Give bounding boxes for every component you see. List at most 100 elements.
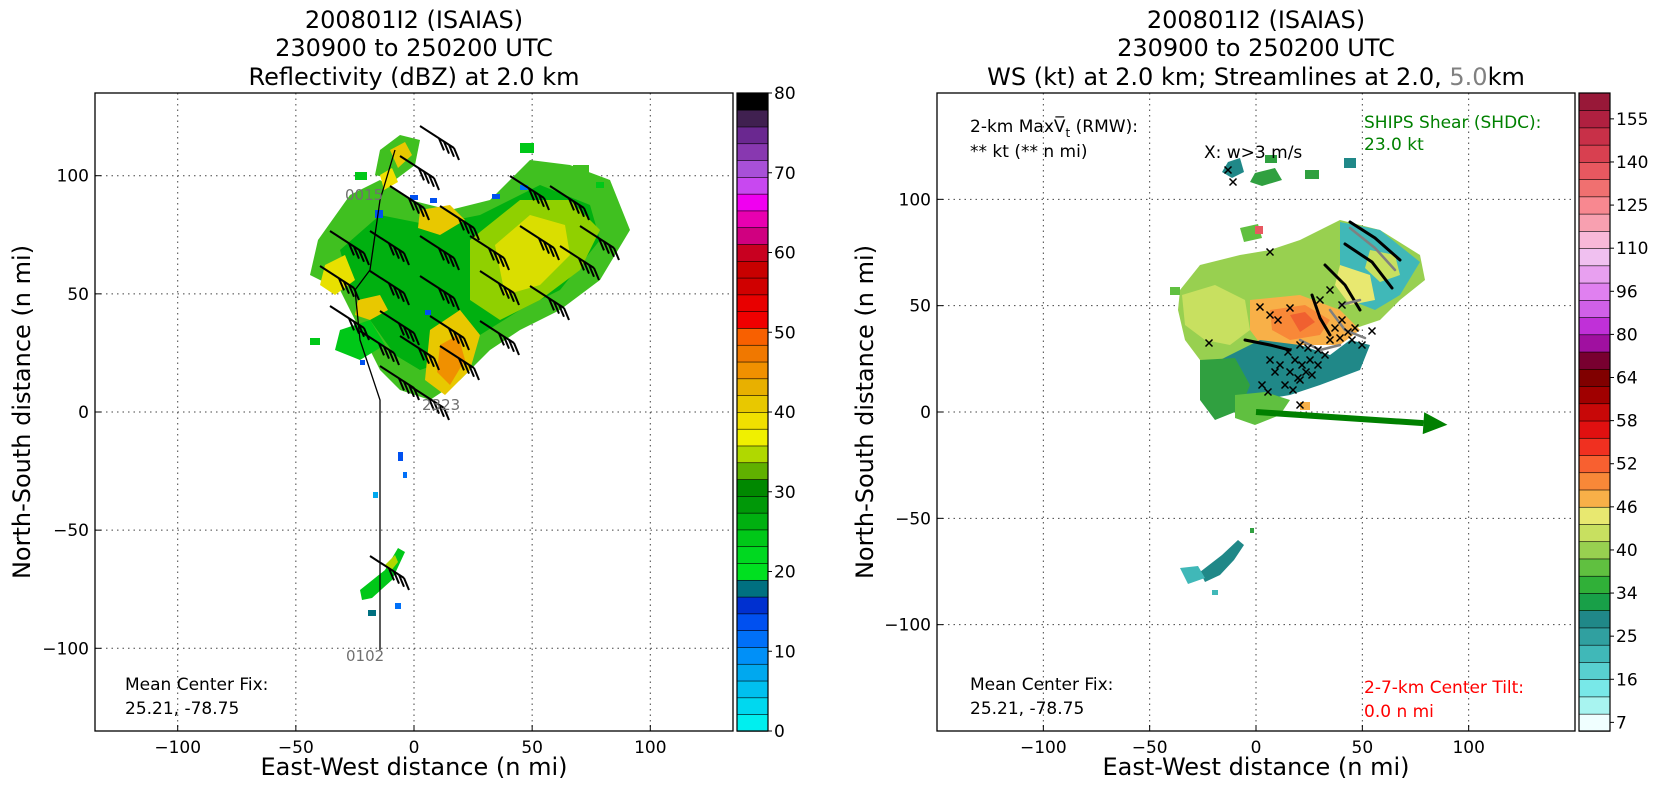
right-panel: 200801I2 (ISAIAS) 230900 to 250200 UTC W… — [851, 6, 1648, 781]
left-colorbar-bin — [736, 361, 769, 380]
left-title-line-3: Reflectivity (dBZ) at 2.0 km — [249, 63, 580, 91]
left-colorbar-tick-label: 0 — [774, 722, 785, 742]
w-marker — [1280, 380, 1290, 390]
wind-barb-shaft — [329, 230, 365, 254]
right-colorbar-tick-label: 46 — [1616, 498, 1638, 518]
right-colorbar-tick-label: 34 — [1616, 584, 1638, 604]
right-mean-center-fix-value: 25.21, -78.75 — [970, 699, 1084, 719]
right-title-line-3: WS (kt) at 2.0 km; Streamlines at 2.0, 5… — [987, 63, 1525, 91]
left-colorbar-bin — [736, 478, 769, 497]
right-y-tick-label: −100 — [884, 616, 931, 636]
left-colorbar-bin — [736, 126, 769, 145]
w-marker — [1335, 333, 1345, 343]
left-colorbar-tick-label: 70 — [774, 164, 796, 184]
left-x-tick-label: 100 — [634, 738, 666, 758]
left-x-tick-label: 0 — [409, 738, 420, 758]
right-colorbar-bin — [1578, 472, 1611, 491]
right-colorbar-bin — [1578, 368, 1611, 387]
wind-barb-feather — [468, 364, 475, 378]
wind-barb-feather — [393, 571, 400, 584]
wind-barb-feather — [383, 346, 390, 359]
right-colorbar-bin — [1578, 161, 1611, 180]
wind-barb-feather — [353, 321, 360, 334]
wind-barb-feather — [498, 333, 505, 346]
right-w-marker-legend: X: w>3 m/s — [1204, 143, 1302, 163]
wind-barb-feather — [608, 244, 615, 258]
left-colorbar-bin — [736, 193, 769, 212]
right-center-tilt-label: 2-7-km Center Tilt: — [1364, 678, 1524, 698]
wind-barb-shaft — [509, 175, 545, 199]
w-marker — [1270, 367, 1280, 377]
wind-barb-feather — [448, 144, 455, 158]
wind-barb-feather — [583, 207, 590, 221]
w-marker — [1295, 340, 1305, 350]
left-colorbar-bin — [736, 176, 769, 195]
wind-barb-feather — [458, 334, 465, 348]
wind-barb-feather — [403, 252, 410, 266]
left-colorbar-bin — [736, 596, 769, 615]
w-marker — [1265, 247, 1275, 257]
right-colorbar-bin — [1578, 592, 1611, 611]
wind-barb-shaft — [369, 230, 405, 254]
left-track-label-2323: 2323 — [422, 396, 460, 414]
wind-barb-feather — [458, 358, 465, 371]
left-gridlines — [95, 93, 733, 731]
wind-barb-feather — [438, 404, 445, 418]
left-colorbar-tick-label: 10 — [774, 642, 796, 662]
wind-barb-feather — [508, 289, 515, 303]
wind-barb-feather — [513, 342, 520, 356]
right-title-line-3-gray: 5.0 — [1449, 63, 1487, 91]
left-colorbar-tick-label: 30 — [774, 483, 796, 503]
left-colorbar-bin — [736, 529, 769, 548]
left-panel: 200801I2 (ISAIAS) 230900 to 250200 UTC R… — [8, 6, 796, 781]
right-title-line-3-main: WS (kt) at 2.0 km; Streamlines at 2.0, — [987, 63, 1449, 91]
wind-barb-feather — [438, 288, 445, 301]
wind-barb-feather — [433, 401, 440, 414]
wind-barb-feather — [453, 331, 460, 344]
left-mean-center-fix-value: 25.21, -78.75 — [125, 699, 239, 719]
w-marker — [1330, 323, 1340, 333]
left-colorbar-tick-label: 60 — [774, 244, 796, 264]
right-colorbar-bin — [1578, 334, 1611, 353]
left-x-tick-label: −50 — [278, 738, 314, 758]
wind-barb-feather — [488, 248, 495, 261]
left-colorbar-bin — [736, 310, 769, 329]
w-marker — [1273, 315, 1283, 325]
w-marker — [1283, 347, 1293, 357]
left-colorbar-bin — [736, 462, 769, 480]
wind-barb-feather — [428, 354, 435, 368]
left-colorbar-bin — [736, 646, 769, 665]
wind-barb-feather — [398, 378, 405, 391]
w-marker — [1313, 345, 1323, 355]
right-colorbar-bin — [1578, 523, 1611, 543]
right-x-tick-label: 100 — [1452, 738, 1484, 758]
right-colorbar-bin — [1578, 609, 1611, 629]
wind-barb-feather — [598, 238, 605, 251]
w-marker — [1288, 385, 1298, 395]
right-colorbar-bin — [1578, 541, 1611, 560]
wind-barb-shaft — [399, 155, 435, 179]
wind-barb-feather — [503, 336, 510, 349]
w-marker — [1297, 360, 1307, 370]
wind-barb-shaft — [549, 185, 585, 209]
right-x-axis-label: East-West distance (n mi) — [1102, 753, 1409, 781]
left-main-echo-mass — [310, 135, 630, 616]
wind-barb-feather — [448, 328, 455, 341]
wind-barb-feather — [453, 257, 460, 271]
right-colorbar-tick-label: 16 — [1616, 670, 1638, 690]
wind-barb-shaft — [379, 365, 415, 389]
w-marker — [1255, 302, 1265, 312]
left-reflectivity-field: 0015 2323 0102 — [310, 125, 630, 665]
wind-barb-shaft — [469, 235, 505, 259]
right-colorbar-bin — [1578, 385, 1611, 405]
right-title-line-1: 200801I2 (ISAIAS) — [1147, 6, 1365, 34]
right-center-tilt-value: 0.0 n mi — [1364, 702, 1434, 722]
left-colorbar-bin — [736, 445, 769, 464]
w-marker — [1204, 338, 1214, 348]
right-colorbar-bin — [1578, 489, 1611, 508]
wind-barb-shaft — [429, 315, 465, 339]
wind-barb-feather — [578, 204, 585, 218]
wind-barb-feather — [388, 568, 395, 581]
w-marker — [1285, 303, 1295, 313]
left-track-label-0102: 0102 — [346, 647, 384, 665]
